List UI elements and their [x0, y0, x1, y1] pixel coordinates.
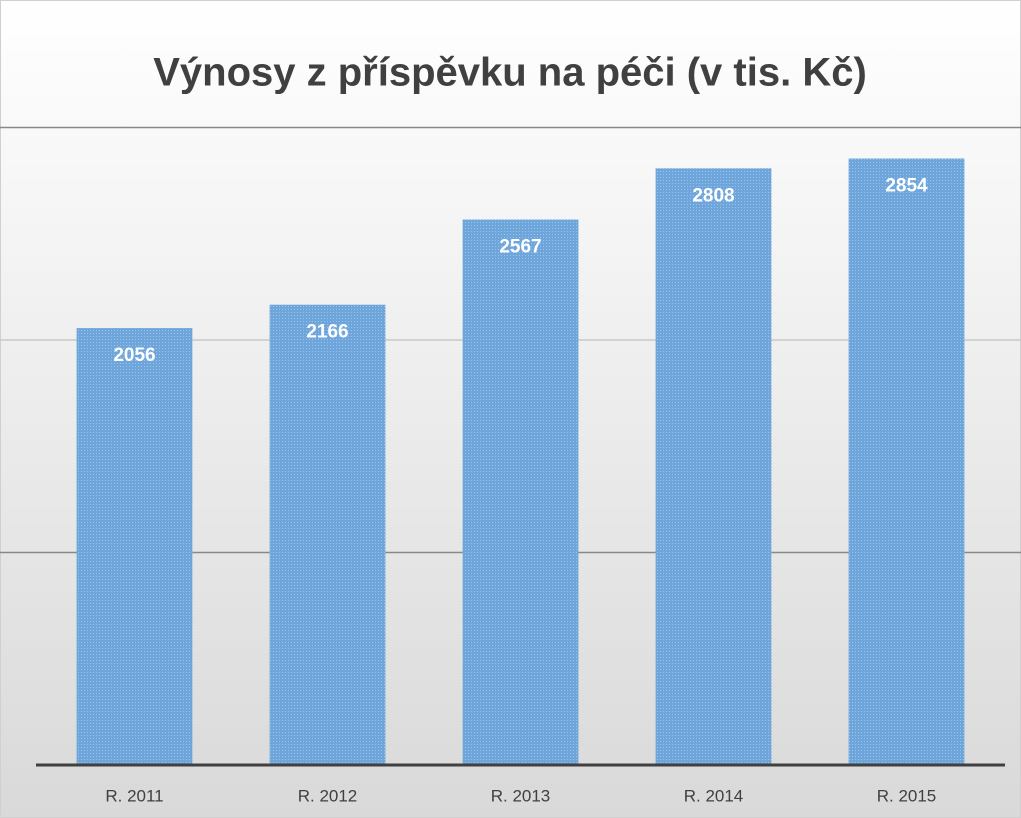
bar [462, 219, 579, 765]
chart-title: Výnosy z příspěvku na péči (v tis. Kč) [153, 51, 867, 95]
x-tick-label: R. 2013 [491, 786, 551, 805]
data-label: 2166 [306, 322, 348, 343]
data-label: 2567 [499, 237, 541, 258]
bar [848, 158, 965, 765]
data-label: 2854 [885, 176, 928, 197]
bar [269, 304, 386, 765]
data-label: 2808 [692, 185, 734, 206]
x-tick-label: R. 2011 [105, 786, 163, 805]
bar [76, 328, 193, 765]
data-label: 2056 [113, 345, 155, 366]
x-tick-label: R. 2012 [298, 786, 358, 805]
x-tick-label: R. 2014 [684, 786, 744, 805]
bar [655, 168, 772, 766]
x-tick-label: R. 2015 [877, 786, 937, 805]
